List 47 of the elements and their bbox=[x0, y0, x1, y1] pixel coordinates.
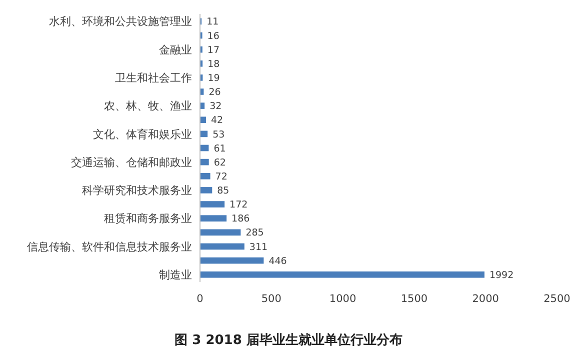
x-tick-label: 1500 bbox=[400, 293, 428, 305]
bar bbox=[200, 215, 227, 222]
data-label: 85 bbox=[217, 186, 230, 197]
data-label: 61 bbox=[214, 143, 226, 154]
bar bbox=[200, 243, 244, 250]
y-tick-label: 交通运输、仓储和邮政业 bbox=[71, 156, 192, 169]
bar bbox=[200, 257, 264, 264]
bar bbox=[200, 116, 206, 124]
x-tick-label: 2000 bbox=[472, 293, 499, 305]
data-label: 11 bbox=[206, 16, 219, 28]
data-label: 17 bbox=[207, 44, 220, 56]
y-tick-label: 金融业 bbox=[159, 43, 192, 56]
y-tick-label: 租赁和商务服务业 bbox=[104, 212, 192, 226]
data-label: 1992 bbox=[489, 270, 514, 281]
y-tick-label: 文化、体育和娱乐业 bbox=[93, 128, 192, 141]
bar bbox=[200, 102, 205, 109]
bar bbox=[200, 229, 241, 236]
y-tick-label: 科学研究和技术服务业 bbox=[82, 184, 192, 198]
data-label: 16 bbox=[207, 30, 220, 42]
data-label: 62 bbox=[214, 157, 226, 168]
data-label: 19 bbox=[208, 72, 220, 84]
x-tick-label: 500 bbox=[261, 293, 282, 305]
data-label: 26 bbox=[208, 87, 221, 98]
data-label: 446 bbox=[268, 256, 287, 267]
data-label: 311 bbox=[249, 242, 268, 253]
data-label: 172 bbox=[230, 200, 248, 211]
bar bbox=[200, 172, 210, 180]
data-label: 18 bbox=[208, 58, 220, 70]
bar bbox=[200, 187, 212, 194]
y-tick-label: 制造业 bbox=[159, 268, 192, 282]
text: 图 3 2018 届毕业生就业单位行业分布 bbox=[174, 332, 402, 348]
data-label: 42 bbox=[211, 115, 224, 126]
data-label: 186 bbox=[232, 214, 250, 225]
bar bbox=[200, 271, 484, 278]
bar bbox=[200, 201, 225, 208]
x-tick-label: 1000 bbox=[329, 293, 356, 305]
data-label: 285 bbox=[246, 228, 264, 239]
y-tick-label: 农、林、牧、渔业 bbox=[104, 100, 192, 113]
data-label: 53 bbox=[212, 129, 225, 140]
data-label: 32 bbox=[210, 101, 222, 112]
bar bbox=[200, 158, 209, 166]
x-tick-label: 0 bbox=[196, 293, 204, 305]
x-tick-label: 2500 bbox=[544, 293, 570, 305]
y-tick-label: 卫生和社会工作 bbox=[115, 72, 192, 85]
y-tick-label: 水利、环境和公共设施管理业 bbox=[49, 15, 192, 28]
data-label: 72 bbox=[215, 171, 228, 182]
y-tick-label: 信息传输、软件和信息技术服务业 bbox=[27, 240, 192, 254]
